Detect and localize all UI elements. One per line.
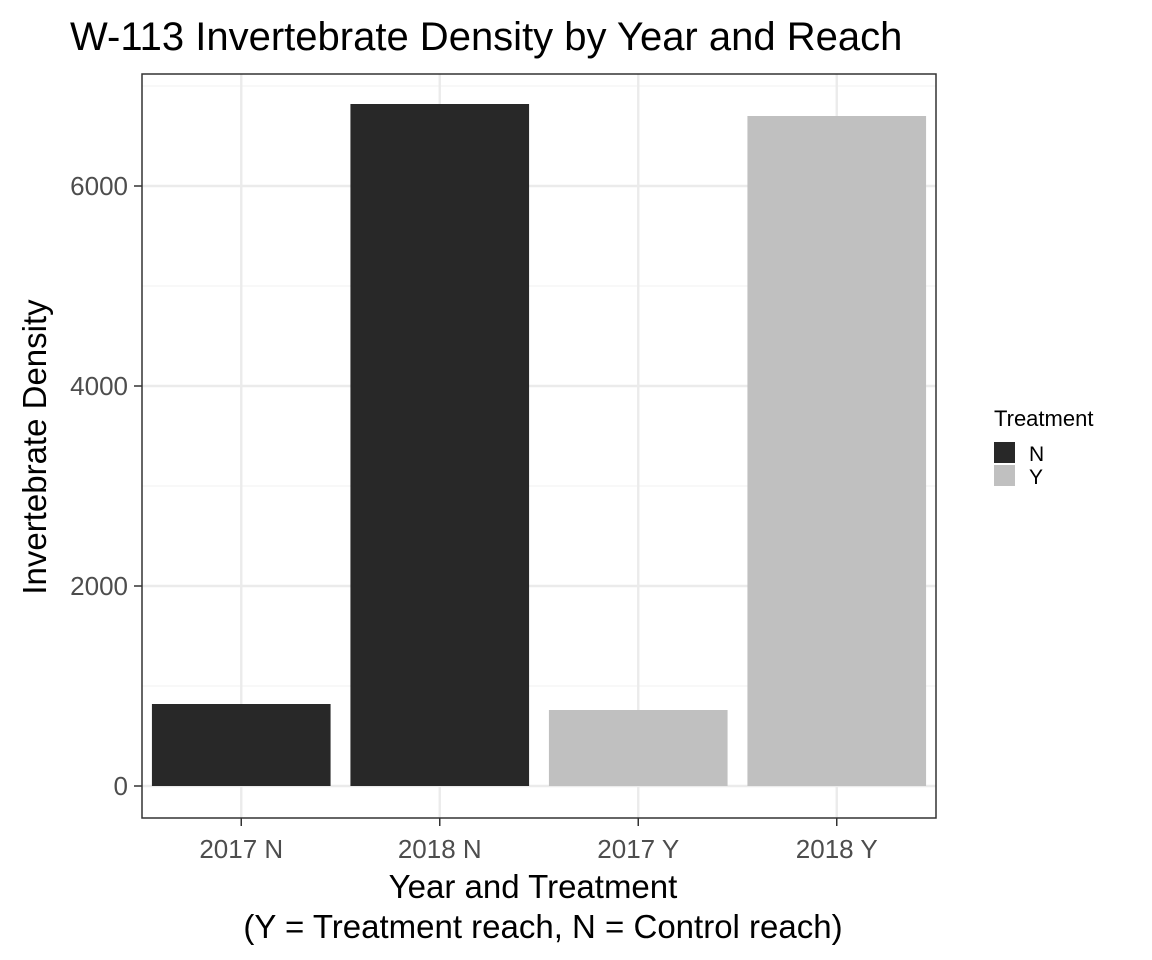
bar-2017-y: [548, 710, 728, 786]
x-tick-label: 2018 N: [398, 834, 482, 864]
y-tick-label: 2000: [70, 571, 128, 601]
legend-label-n: N: [1029, 443, 1044, 466]
y-tick-label: 4000: [70, 371, 128, 401]
legend-key-n: [994, 442, 1015, 463]
x-tick-label: 2018 Y: [796, 834, 878, 864]
panel-border: [141, 73, 937, 819]
x-axis: 2017 N 2018 N 2017 Y 2018 Y: [199, 818, 878, 864]
bar-2018-n: [350, 104, 530, 786]
x-axis-title: Year and Treatment: [389, 868, 678, 905]
legend-title: Treatment: [994, 406, 1093, 431]
y-tick-label: 6000: [70, 171, 128, 201]
legend-key-y: [994, 465, 1015, 486]
x-axis-subtitle: (Y = Treatment reach, N = Control reach): [243, 908, 842, 945]
legend-label-y: Y: [1029, 466, 1043, 489]
y-axis: 0 2000 4000 6000: [70, 171, 142, 801]
bars: [151, 104, 927, 786]
bar-2017-n: [151, 704, 331, 786]
x-tick-label: 2017 Y: [597, 834, 679, 864]
y-axis-title: Invertebrate Density: [16, 299, 53, 595]
y-tick-label: 0: [114, 771, 128, 801]
legend: Treatment N Y: [994, 406, 1093, 489]
x-tick-label: 2017 N: [199, 834, 283, 864]
chart-title: W-113 Invertebrate Density by Year and R…: [70, 15, 902, 59]
bar-2018-y: [747, 116, 927, 786]
